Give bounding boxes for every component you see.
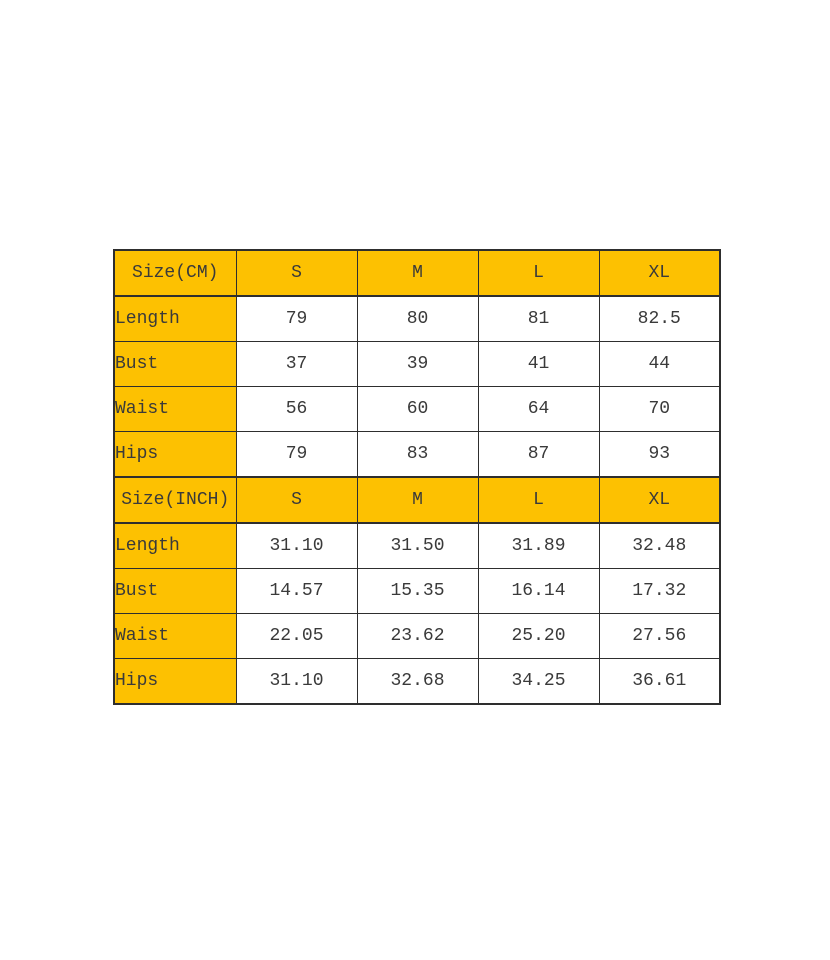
value-cell: 79 xyxy=(235,295,358,342)
value-cell: 80 xyxy=(356,295,479,342)
size-column-header: XL xyxy=(598,476,721,524)
table-row: Bust 37 39 41 44 xyxy=(113,341,721,387)
table-row: Length 79 80 81 82.5 xyxy=(113,295,721,342)
value-cell: 16.14 xyxy=(477,568,600,614)
value-cell: 93 xyxy=(598,431,721,478)
size-column-header: M xyxy=(356,249,479,297)
row-label: Hips xyxy=(113,658,237,705)
size-column-header: M xyxy=(356,476,479,524)
value-cell: 83 xyxy=(356,431,479,478)
section-header-label: Size(INCH) xyxy=(113,476,237,524)
value-cell: 81 xyxy=(477,295,600,342)
size-chart-body: Size(CM) S M L XL Length 79 80 81 82.5 Bust 37 39 41 4… xyxy=(113,249,721,705)
row-label: Length xyxy=(113,522,237,569)
value-cell: 36.61 xyxy=(598,658,721,705)
table-row: Waist 22.05 23.62 25.20 27.56 xyxy=(113,613,721,659)
value-cell: 17.32 xyxy=(598,568,721,614)
value-cell: 27.56 xyxy=(598,613,721,659)
value-cell: 87 xyxy=(477,431,600,478)
table-row: Length 31.10 31.50 31.89 32.48 xyxy=(113,522,721,569)
value-cell: 82.5 xyxy=(598,295,721,342)
value-cell: 64 xyxy=(477,386,600,432)
row-label: Waist xyxy=(113,613,237,659)
value-cell: 31.50 xyxy=(356,522,479,569)
header-row: Size(CM) S M L XL xyxy=(113,249,721,297)
row-label: Hips xyxy=(113,431,237,478)
row-label: Bust xyxy=(113,341,237,387)
value-cell: 15.35 xyxy=(356,568,479,614)
table-row: Bust 14.57 15.35 16.14 17.32 xyxy=(113,568,721,614)
value-cell: 31.10 xyxy=(235,522,358,569)
row-label: Bust xyxy=(113,568,237,614)
table-row: Hips 79 83 87 93 xyxy=(113,431,721,478)
value-cell: 41 xyxy=(477,341,600,387)
value-cell: 70 xyxy=(598,386,721,432)
table-row: Hips 31.10 32.68 34.25 36.61 xyxy=(113,658,721,705)
section-header-label: Size(CM) xyxy=(113,249,237,297)
value-cell: 37 xyxy=(235,341,358,387)
size-column-header: L xyxy=(477,476,600,524)
size-column-header: XL xyxy=(598,249,721,297)
value-cell: 44 xyxy=(598,341,721,387)
size-column-header: L xyxy=(477,249,600,297)
size-chart-table: Size(CM) S M L XL Length 79 80 81 82.5 Bust 37 39 41 4… xyxy=(113,249,721,705)
value-cell: 31.10 xyxy=(235,658,358,705)
value-cell: 25.20 xyxy=(477,613,600,659)
value-cell: 31.89 xyxy=(477,522,600,569)
row-label: Length xyxy=(113,295,237,342)
value-cell: 23.62 xyxy=(356,613,479,659)
value-cell: 34.25 xyxy=(477,658,600,705)
value-cell: 39 xyxy=(356,341,479,387)
table-row: Waist 56 60 64 70 xyxy=(113,386,721,432)
value-cell: 56 xyxy=(235,386,358,432)
header-row: Size(INCH) S M L XL xyxy=(113,476,721,524)
size-column-header: S xyxy=(235,476,358,524)
value-cell: 79 xyxy=(235,431,358,478)
value-cell: 14.57 xyxy=(235,568,358,614)
value-cell: 32.68 xyxy=(356,658,479,705)
value-cell: 60 xyxy=(356,386,479,432)
size-column-header: S xyxy=(235,249,358,297)
value-cell: 22.05 xyxy=(235,613,358,659)
value-cell: 32.48 xyxy=(598,522,721,569)
row-label: Waist xyxy=(113,386,237,432)
